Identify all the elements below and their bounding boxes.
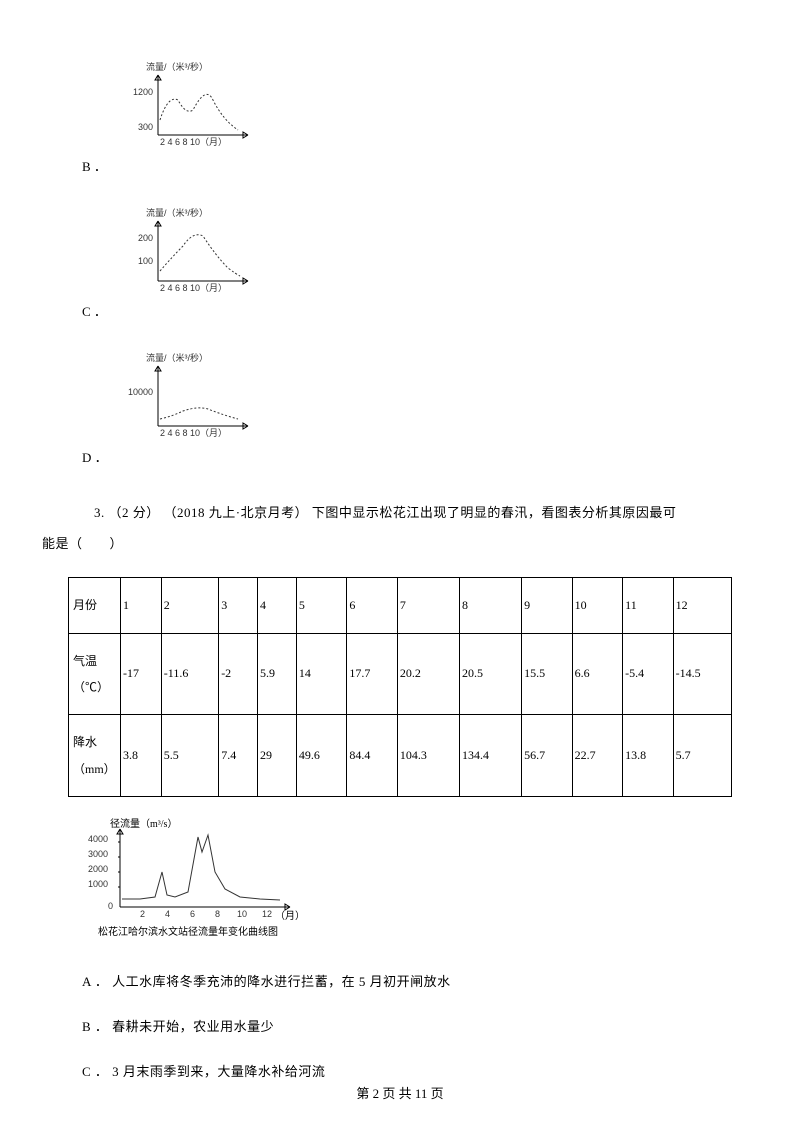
option-b-row: B ． xyxy=(68,157,732,178)
h-9: 9 xyxy=(522,578,573,633)
runoff-chart: 径流量（m³/s） 4000 3000 2000 1000 0 2 4 6 8 … xyxy=(80,817,732,954)
r2-5: 49.6 xyxy=(296,715,347,797)
runoff-xt4: 4 xyxy=(165,909,170,919)
answer-option-a: A ． 人工水库将冬季充沛的降水进行拦蓄，在 5 月初开闸放水 xyxy=(82,972,732,993)
runoff-xlabel: （月） xyxy=(275,910,305,922)
h-11: 11 xyxy=(623,578,674,633)
r2-label: 降水（mm） xyxy=(69,715,121,797)
question-body-2: 能是（ ） xyxy=(42,528,732,559)
r1-10: 6.6 xyxy=(572,633,623,715)
r1-9: 15.5 xyxy=(522,633,573,715)
r2-3: 7.4 xyxy=(219,715,258,797)
option-c-letter: C ． xyxy=(68,302,108,323)
r1-11: -5.4 xyxy=(623,633,674,715)
r1-7: 20.2 xyxy=(397,633,459,715)
runoff-caption: 松花江哈尔滨水文站径流量年变化曲线图 xyxy=(98,925,278,938)
r2-1: 3.8 xyxy=(121,715,162,797)
chart-c: 流量/（米³/秒） 200 100 2 4 6 8 10（月） xyxy=(128,206,732,303)
h-1: 1 xyxy=(121,578,162,633)
r1-5: 14 xyxy=(296,633,347,715)
runoff-yt3: 3000 xyxy=(88,849,108,859)
r2-10: 22.7 xyxy=(572,715,623,797)
chart-b-ytick-300: 300 xyxy=(138,122,153,132)
r1-12: -14.5 xyxy=(673,633,731,715)
h-4: 4 xyxy=(258,578,297,633)
h-2: 2 xyxy=(161,578,218,633)
r1-6: 17.7 xyxy=(347,633,398,715)
table-header-row: 月份 1 2 3 4 5 6 7 8 9 10 11 12 xyxy=(69,578,732,633)
runoff-yt4: 4000 xyxy=(88,834,108,844)
h-10: 10 xyxy=(572,578,623,633)
option-b-letter: B ． xyxy=(68,157,108,178)
chart-c-ytick-100: 100 xyxy=(138,256,153,266)
runoff-xt10: 10 xyxy=(237,909,247,919)
r2-2: 5.5 xyxy=(161,715,218,797)
r1-3: -2 xyxy=(219,633,258,715)
r1-2: -11.6 xyxy=(161,633,218,715)
r2-8: 134.4 xyxy=(460,715,522,797)
runoff-yt0: 0 xyxy=(108,901,113,911)
chart-c-xticks: 2 4 6 8 10（月） xyxy=(160,283,227,293)
climate-table: 月份 1 2 3 4 5 6 7 8 9 10 11 12 气温（℃） -17 … xyxy=(68,577,732,797)
h-3: 3 xyxy=(219,578,258,633)
chart-d-ylabel: 流量/（米³/秒） xyxy=(146,352,208,363)
r1-1: -17 xyxy=(121,633,162,715)
chart-d-ytick-10000: 10000 xyxy=(128,387,153,397)
r1-label: 气温（℃） xyxy=(69,633,121,715)
r1-8: 20.5 xyxy=(460,633,522,715)
chart-c-ytick-200: 200 xyxy=(138,233,153,243)
chart-c-ylabel: 流量/（米³/秒） xyxy=(146,207,208,218)
runoff-ylabel: 径流量（m³/s） xyxy=(110,817,177,830)
answer-option-c: C ． 3 月末雨季到来，大量降水补给河流 xyxy=(82,1062,732,1083)
runoff-yt1: 1000 xyxy=(88,879,108,889)
r2-11: 13.8 xyxy=(623,715,674,797)
r2-12: 5.7 xyxy=(673,715,731,797)
table-row-temp: 气温（℃） -17 -11.6 -2 5.9 14 17.7 20.2 20.5… xyxy=(69,633,732,715)
chart-b-ytick-1200: 1200 xyxy=(133,87,153,97)
runoff-xt2: 2 xyxy=(140,909,145,919)
table-row-precip: 降水（mm） 3.8 5.5 7.4 29 49.6 84.4 104.3 13… xyxy=(69,715,732,797)
chart-b-xticks: 2 4 6 8 10（月） xyxy=(160,137,227,147)
h-5: 5 xyxy=(296,578,347,633)
question-points: （2 分） xyxy=(109,505,160,520)
answer-option-b: B ． 春耕未开始，农业用水量少 xyxy=(82,1017,732,1038)
option-c-row: C ． xyxy=(68,302,732,323)
h-8: 8 xyxy=(460,578,522,633)
r2-9: 56.7 xyxy=(522,715,573,797)
runoff-xt12: 12 xyxy=(262,909,272,919)
page-footer: 第 2 页 共 11 页 xyxy=(0,1083,800,1102)
option-d-row: D ． xyxy=(68,448,732,469)
question-number: 3. xyxy=(94,505,105,520)
chart-b: 流量/（米³/秒） 1200 300 2 4 6 8 10（月） xyxy=(128,60,732,157)
chart-b-ylabel: 流量/（米³/秒） xyxy=(146,61,208,72)
chart-d: 流量/（米³/秒） 10000 2 4 6 8 10（月） xyxy=(128,351,732,448)
r2-6: 84.4 xyxy=(347,715,398,797)
chart-d-xticks: 2 4 6 8 10（月） xyxy=(160,428,227,438)
question-3: 3. （2 分） （2018 九上·北京月考） 下图中显示松花江出现了明显的春汛… xyxy=(68,497,732,559)
runoff-xt8: 8 xyxy=(215,909,220,919)
option-d-letter: D ． xyxy=(68,448,108,469)
r1-4: 5.9 xyxy=(258,633,297,715)
h-6: 6 xyxy=(347,578,398,633)
runoff-yt2: 2000 xyxy=(88,864,108,874)
h-month: 月份 xyxy=(69,578,121,633)
h-12: 12 xyxy=(673,578,731,633)
question-body-1: 下图中显示松花江出现了明显的春汛，看图表分析其原因最可 xyxy=(312,505,677,520)
page-content: 流量/（米³/秒） 1200 300 2 4 6 8 10（月） B ． 流量/… xyxy=(0,0,800,1146)
r2-4: 29 xyxy=(258,715,297,797)
r2-7: 104.3 xyxy=(397,715,459,797)
h-7: 7 xyxy=(397,578,459,633)
question-source: （2018 九上·北京月考） xyxy=(164,505,309,520)
runoff-xt6: 6 xyxy=(190,909,195,919)
